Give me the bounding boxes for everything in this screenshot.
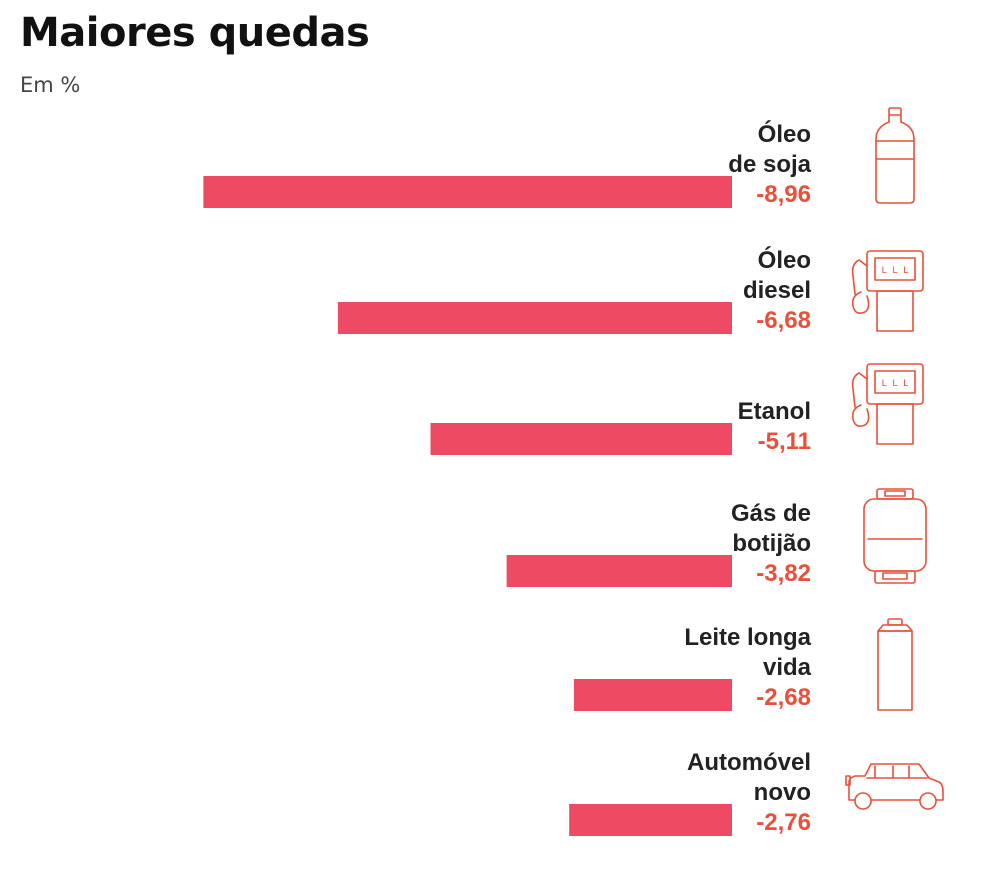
bar	[569, 804, 732, 836]
fuel-pump-icon: L L L	[851, 363, 924, 445]
bar	[203, 176, 733, 208]
car-icon	[845, 763, 944, 810]
bottle-icon	[875, 107, 915, 204]
category-label: Óleo	[758, 246, 811, 274]
chart-title: Maiores quedas	[20, 10, 370, 56]
category-label: de soja	[728, 151, 811, 178]
milk-carton-icon	[877, 618, 913, 711]
fuel-pump-icon: L L L	[851, 250, 924, 332]
category-label: Gás de	[731, 500, 811, 527]
category-label: vida	[763, 654, 812, 681]
category-label: diesel	[743, 277, 811, 304]
bar	[506, 555, 732, 587]
category-label: Óleo	[758, 120, 811, 148]
bar	[337, 302, 732, 334]
chart-subtitle: Em %	[20, 73, 81, 97]
category-label: Etanol	[738, 398, 811, 425]
svg-text:L L L: L L L	[881, 266, 908, 276]
data-label: -3,82	[756, 560, 811, 587]
category-label: Automóvel	[687, 749, 811, 776]
category-label: novo	[754, 779, 811, 806]
data-label: -5,11	[758, 428, 811, 455]
data-label: -8,96	[756, 181, 811, 208]
category-label: Leite longa	[684, 624, 811, 651]
data-label: -2,76	[756, 809, 811, 836]
gas-cylinder-icon	[863, 488, 927, 584]
data-label: -2,68	[756, 684, 811, 711]
category-label: botijão	[732, 530, 811, 557]
data-label: -6,68	[756, 307, 811, 334]
svg-text:L L L: L L L	[881, 379, 908, 389]
bar	[430, 423, 732, 455]
bar	[573, 679, 732, 711]
